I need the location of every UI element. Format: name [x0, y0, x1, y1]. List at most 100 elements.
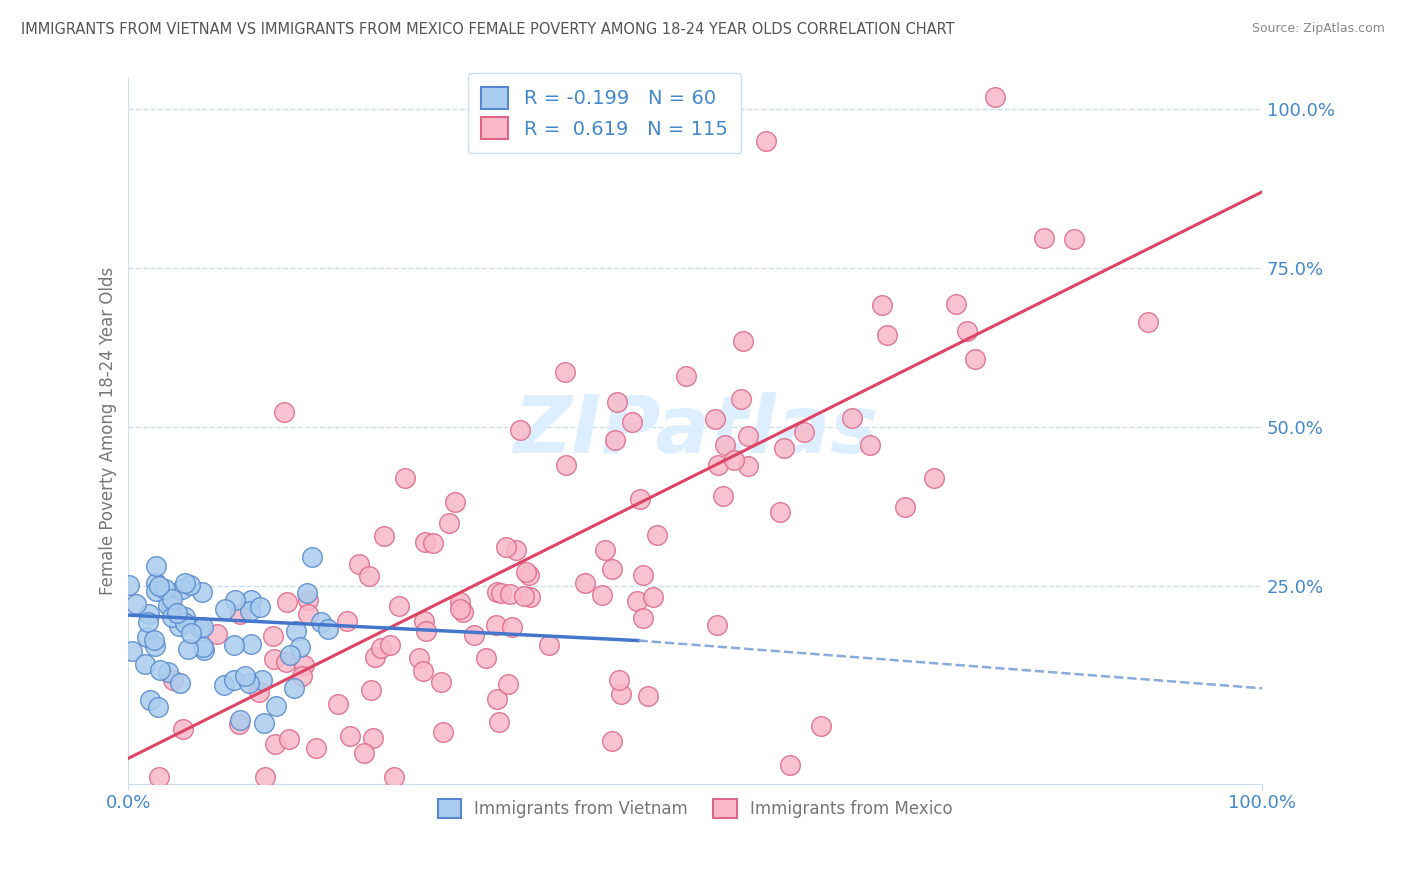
Point [449, 595, 471, 609]
Point [311, 615, 333, 629]
Point [737, 458, 759, 473]
Point [870, 298, 893, 312]
Point [517, 567, 540, 582]
Point [606, 395, 628, 409]
Point [605, 433, 627, 447]
Point [475, 651, 498, 665]
Legend: Immigrants from Vietnam, Immigrants from Mexico: Immigrants from Vietnam, Immigrants from… [432, 792, 959, 825]
Point [509, 423, 531, 437]
Point [252, 673, 274, 688]
Point [136, 630, 159, 644]
Point [166, 606, 188, 620]
Point [191, 640, 214, 654]
Point [193, 643, 215, 657]
Point [240, 637, 263, 651]
Point [394, 471, 416, 485]
Point [810, 719, 832, 733]
Point [555, 458, 578, 473]
Point [737, 429, 759, 443]
Point [360, 683, 382, 698]
Point [239, 604, 262, 618]
Point [628, 491, 651, 506]
Point [537, 638, 560, 652]
Point [793, 425, 815, 439]
Point [621, 415, 644, 429]
Point [174, 610, 197, 624]
Point [191, 620, 214, 634]
Point [488, 715, 510, 730]
Point [675, 368, 697, 383]
Point [515, 566, 537, 580]
Point [353, 746, 375, 760]
Point [157, 665, 180, 680]
Point [339, 729, 361, 743]
Point [945, 297, 967, 311]
Point [284, 624, 307, 638]
Point [714, 437, 737, 451]
Point [361, 731, 384, 745]
Point [156, 598, 179, 612]
Point [859, 438, 882, 452]
Point [498, 677, 520, 691]
Point [233, 669, 256, 683]
Point [413, 535, 436, 549]
Point [755, 134, 778, 148]
Point [283, 681, 305, 695]
Point [138, 607, 160, 621]
Point [485, 585, 508, 599]
Point [276, 595, 298, 609]
Point [451, 605, 474, 619]
Point [264, 737, 287, 751]
Point [125, 597, 148, 611]
Point [145, 559, 167, 574]
Point [495, 540, 517, 554]
Point [177, 642, 200, 657]
Point [430, 674, 453, 689]
Point [149, 664, 172, 678]
Point [160, 610, 183, 624]
Point [631, 611, 654, 625]
Point [485, 618, 508, 632]
Point [388, 599, 411, 614]
Point [162, 673, 184, 687]
Point [297, 593, 319, 607]
Point [437, 516, 460, 531]
Point [316, 622, 339, 636]
Point [179, 577, 201, 591]
Point [172, 582, 194, 597]
Point [963, 351, 986, 366]
Point [278, 732, 301, 747]
Point [645, 528, 668, 542]
Point [134, 657, 156, 672]
Point [297, 607, 319, 621]
Point [252, 715, 274, 730]
Point [224, 593, 246, 607]
Point [841, 410, 863, 425]
Point [291, 669, 314, 683]
Point [499, 587, 522, 601]
Point [174, 615, 197, 630]
Point [228, 717, 250, 731]
Point [180, 626, 202, 640]
Point [723, 452, 745, 467]
Point [143, 633, 166, 648]
Point [263, 651, 285, 665]
Point [153, 582, 176, 596]
Point [290, 640, 312, 654]
Point [704, 412, 727, 426]
Point [633, 568, 655, 582]
Point [117, 578, 139, 592]
Point [432, 725, 454, 739]
Point [264, 698, 287, 713]
Point [641, 590, 664, 604]
Point [273, 404, 295, 418]
Point [205, 627, 228, 641]
Point [370, 641, 392, 656]
Point [769, 505, 792, 519]
Text: ZIPatlas: ZIPatlas [513, 392, 877, 469]
Point [240, 593, 263, 607]
Point [449, 602, 471, 616]
Point [956, 324, 979, 338]
Point [172, 723, 194, 737]
Point [229, 607, 252, 621]
